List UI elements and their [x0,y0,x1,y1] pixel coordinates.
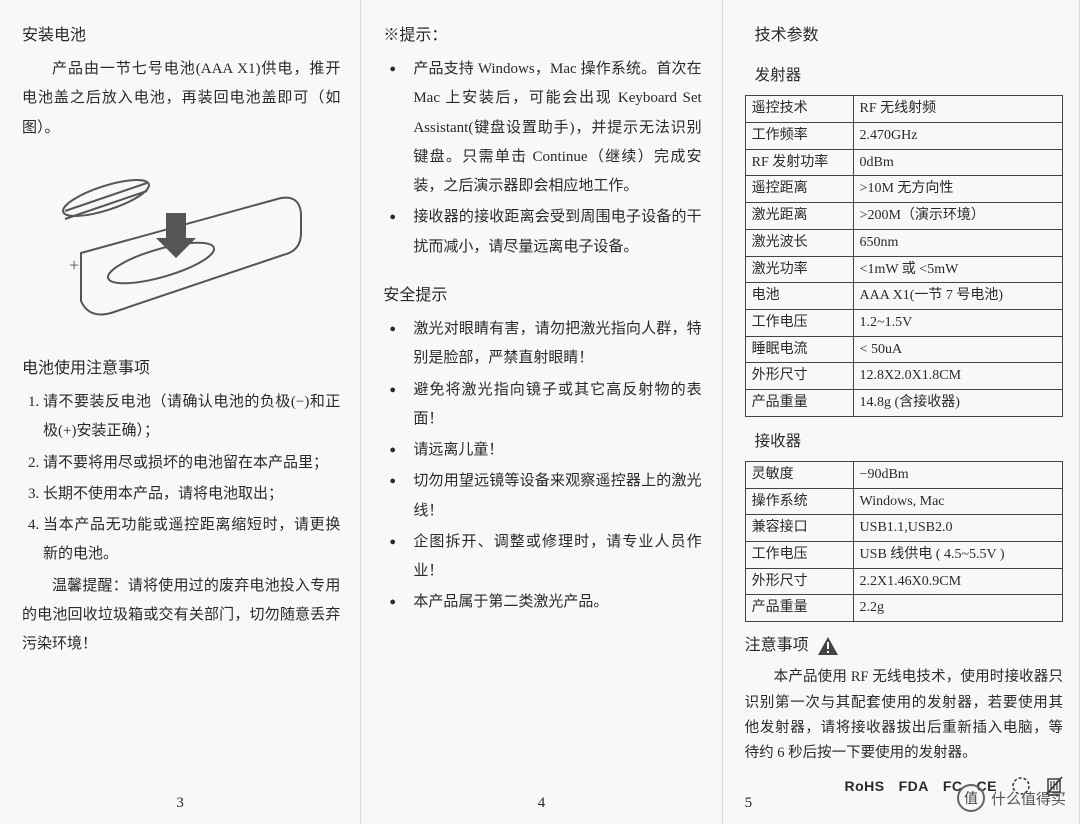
table-row: 电池AAA X1(一节 7 号电池) [745,283,1062,310]
list-item: 请不要装反电池（请确认电池的负极(−)和正极(+)安装正确）； [43,388,340,447]
list-item: 请不要将用尽或损坏的电池留在本产品里； [43,449,340,478]
page-4: ※提示： 产品支持 Windows，Mac 操作系统。首次在 Mac 上安装后，… [361,0,722,824]
table-cell: RF 无线射频 [853,96,1062,123]
table-row: 兼容接口USB1.1,USB2.0 [745,515,1062,542]
table-row: 遥控技术RF 无线射频 [745,96,1062,123]
table-row: 外形尺寸12.8X2.0X1.8CM [745,363,1062,390]
table-row: 操作系统Windows, Mac [745,488,1062,515]
table-cell: 工作电压 [745,309,853,336]
list-item: 当本产品无功能或遥控距离缩短时，请更换新的电池。 [43,511,340,570]
table-cell: 2.2g [853,595,1062,622]
watermark-icon: 值 [957,784,985,812]
table-cell: <1mW 或 <5mW [853,256,1062,283]
battery-notice-list: 请不要装反电池（请确认电池的负极(−)和正极(+)安装正确）； 请不要将用尽或损… [22,388,340,570]
table-row: 灵敏度−90dBm [745,461,1062,488]
table-row: 激光距离>200M（演示环境） [745,203,1062,230]
table-cell: 遥控距离 [745,176,853,203]
table-cell: 工作频率 [745,123,853,150]
table-row: 产品重量2.2g [745,595,1062,622]
table-cell: < 50uA [853,336,1062,363]
table-cell: 1.2~1.5V [853,309,1062,336]
table-cell: 遥控技术 [745,96,853,123]
table-cell: RF 发射功率 [745,149,853,176]
safety-list: 激光对眼睛有害，请勿把激光指向人群，特别是脸部，严禁直射眼睛！ 避免将激光指向镜… [383,315,701,618]
table-cell: AAA X1(一节 7 号电池) [853,283,1062,310]
table-cell: 14.8g (含接收器) [853,389,1062,416]
table-cell: >10M 无方向性 [853,176,1062,203]
heading-receiver: 接收器 [755,427,1063,457]
list-item: 本产品属于第二类激光产品。 [389,588,701,617]
table-row: 产品重量14.8g (含接收器) [745,389,1062,416]
list-item: 接收器的接收距离会受到周围电子设备的干扰而减小，请尽量远离电子设备。 [389,203,701,262]
table-cell: 兼容接口 [745,515,853,542]
table-cell: 激光功率 [745,256,853,283]
table-cell: 产品重量 [745,595,853,622]
table-row: 激光功率<1mW 或 <5mW [745,256,1062,283]
table-row: 睡眠电流< 50uA [745,336,1062,363]
heading-caution: 注意事项 [745,630,1063,661]
transmitter-spec-table: 遥控技术RF 无线射频工作频率2.470GHzRF 发射功率0dBm遥控距离>1… [745,95,1063,416]
table-cell: 电池 [745,283,853,310]
list-item: 激光对眼睛有害，请勿把激光指向人群，特别是脸部，严禁直射眼睛！ [389,315,701,374]
heading-transmitter: 发射器 [755,61,1063,91]
battery-install-illustration: + [51,153,311,343]
para-install-battery: 产品由一节七号电池(AAA X1)供电，推开电池盖之后放入电池，再装回电池盖即可… [22,55,340,143]
table-row: RF 发射功率0dBm [745,149,1062,176]
table-cell: −90dBm [853,461,1062,488]
table-cell: 12.8X2.0X1.8CM [853,363,1062,390]
heading-safety: 安全提示 [383,280,701,311]
table-row: 遥控距离>10M 无方向性 [745,176,1062,203]
heading-battery-notice: 电池使用注意事项 [22,353,340,384]
table-cell: USB 线供电 ( 4.5~5.5V ) [853,541,1062,568]
table-cell: 2.470GHz [853,123,1062,150]
list-item: 切勿用望远镜等设备来观察遥控器上的激光线！ [389,467,701,526]
svg-text:+: + [69,255,79,275]
table-cell: 650nm [853,229,1062,256]
heading-tips: ※提示： [383,20,701,51]
table-row: 激光波长650nm [745,229,1062,256]
heading-install-battery: 安装电池 [22,20,340,51]
table-row: 工作频率2.470GHz [745,123,1062,150]
list-item: 避免将激光指向镜子或其它高反射物的表面！ [389,376,701,435]
table-cell: 0dBm [853,149,1062,176]
warning-icon [817,636,839,656]
table-cell: USB1.1,USB2.0 [853,515,1062,542]
table-cell: 产品重量 [745,389,853,416]
tips-list: 产品支持 Windows，Mac 操作系统。首次在 Mac 上安装后，可能会出现… [383,55,701,262]
para-caution: 本产品使用 RF 无线电技术，使用时接收器只识别第一次与其配套使用的发射器，若要… [745,665,1063,767]
list-item: 产品支持 Windows，Mac 操作系统。首次在 Mac 上安装后，可能会出现… [389,55,701,201]
table-cell: 灵敏度 [745,461,853,488]
table-row: 外形尺寸2.2X1.46X0.9CM [745,568,1062,595]
page-number: 4 [361,789,721,818]
table-cell: 外形尺寸 [745,363,853,390]
table-row: 工作电压USB 线供电 ( 4.5~5.5V ) [745,541,1062,568]
table-cell: Windows, Mac [853,488,1062,515]
page-number: 3 [0,789,360,818]
table-cell: 工作电压 [745,541,853,568]
watermark: 值 什么值得买 [957,784,1066,812]
table-cell: 外形尺寸 [745,568,853,595]
table-row: 工作电压1.2~1.5V [745,309,1062,336]
table-cell: 激光波长 [745,229,853,256]
table-cell: 激光距离 [745,203,853,230]
receiver-spec-table: 灵敏度−90dBm操作系统Windows, Mac兼容接口USB1.1,USB2… [745,461,1063,622]
page-5: 技术参数 发射器 遥控技术RF 无线射频工作频率2.470GHzRF 发射功率0… [723,0,1080,824]
watermark-text: 什么值得买 [991,788,1066,809]
list-item: 企图拆开、调整或修理时，请专业人员作业！ [389,528,701,587]
table-cell: 操作系统 [745,488,853,515]
para-warm-tip: 温馨提醒：请将使用过的废弃电池投入专用的电池回收垃圾箱或交有关部门，切勿随意丢弃… [22,572,340,660]
table-cell: 2.2X1.46X0.9CM [853,568,1062,595]
table-cell: >200M（演示环境） [853,203,1062,230]
list-item: 长期不使用本产品，请将电池取出； [43,480,340,509]
heading-specs: 技术参数 [755,20,1063,51]
list-item: 请远离儿童！ [389,436,701,465]
page-3: 安装电池 产品由一节七号电池(AAA X1)供电，推开电池盖之后放入电池，再装回… [0,0,361,824]
table-cell: 睡眠电流 [745,336,853,363]
